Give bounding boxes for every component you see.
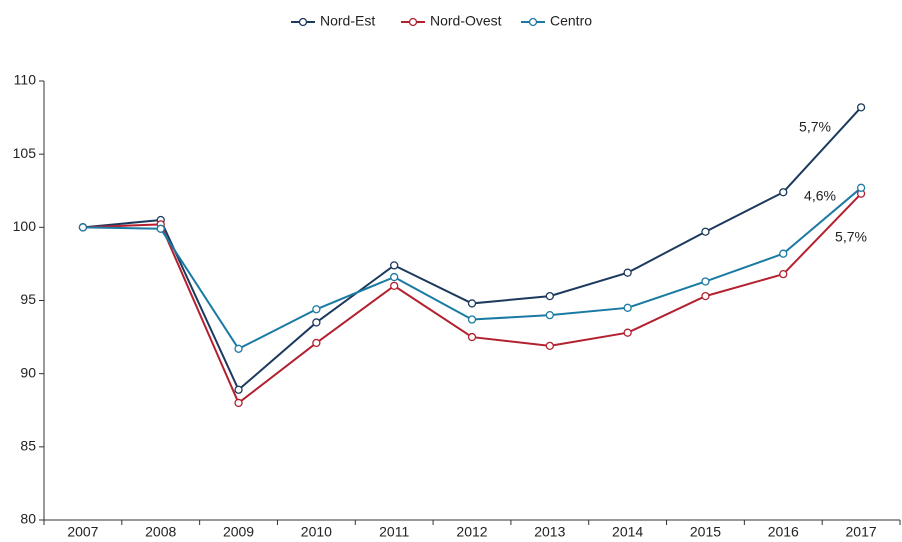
point (390, 272, 399, 282)
annotation: 4,6% (804, 188, 836, 204)
point (856, 183, 866, 192)
x-tick-label: 2014 (612, 524, 643, 540)
series-line (82, 106, 862, 392)
x-tick-label: 2012 (456, 524, 487, 540)
point (545, 291, 554, 301)
point (312, 338, 321, 348)
point (156, 224, 165, 233)
point (312, 318, 321, 327)
legend-label: Nord-Est (320, 13, 375, 29)
point (545, 341, 554, 351)
point (856, 103, 866, 112)
point (467, 299, 477, 308)
legend-marker (528, 17, 538, 27)
x-tick-label: 2017 (846, 524, 877, 540)
legend-marker (298, 17, 308, 27)
point (467, 332, 477, 342)
x-tick-label: 2013 (534, 524, 565, 540)
y-tick-label: 95 (20, 291, 36, 307)
x-tick-label: 2007 (67, 524, 98, 540)
point (701, 291, 710, 301)
point (779, 270, 788, 279)
legend-label: Centro (550, 13, 592, 29)
x-tick-label: 2009 (223, 524, 254, 540)
point (234, 398, 243, 408)
y-tick-label: 105 (13, 145, 37, 161)
point (623, 268, 632, 277)
point (779, 249, 788, 258)
point (467, 315, 477, 324)
point (623, 328, 632, 337)
x-tick-label: 2010 (301, 524, 332, 540)
y-tick-label: 110 (14, 72, 37, 88)
y-tick-label: 80 (20, 511, 36, 527)
annotation: 5,7% (799, 119, 831, 135)
x-tick-label: 2015 (690, 524, 721, 540)
point (312, 305, 321, 314)
y-tick-label: 85 (20, 438, 36, 454)
point (701, 277, 710, 286)
point (234, 344, 243, 353)
point (234, 385, 243, 394)
point (78, 223, 88, 232)
point (623, 303, 632, 312)
point (779, 188, 788, 197)
point (545, 310, 554, 320)
legend-label: Nord-Ovest (430, 13, 502, 29)
series-line (82, 192, 862, 405)
point (701, 227, 710, 236)
x-tick-label: 2011 (379, 524, 409, 540)
annotation: 5,7% (835, 229, 867, 245)
point (390, 261, 399, 270)
x-tick-label: 2016 (768, 524, 799, 540)
legend-marker (408, 17, 418, 27)
y-tick-label: 90 (20, 364, 36, 380)
point (390, 281, 399, 291)
y-tick-label: 100 (13, 218, 37, 234)
x-tick-label: 2008 (145, 524, 176, 540)
